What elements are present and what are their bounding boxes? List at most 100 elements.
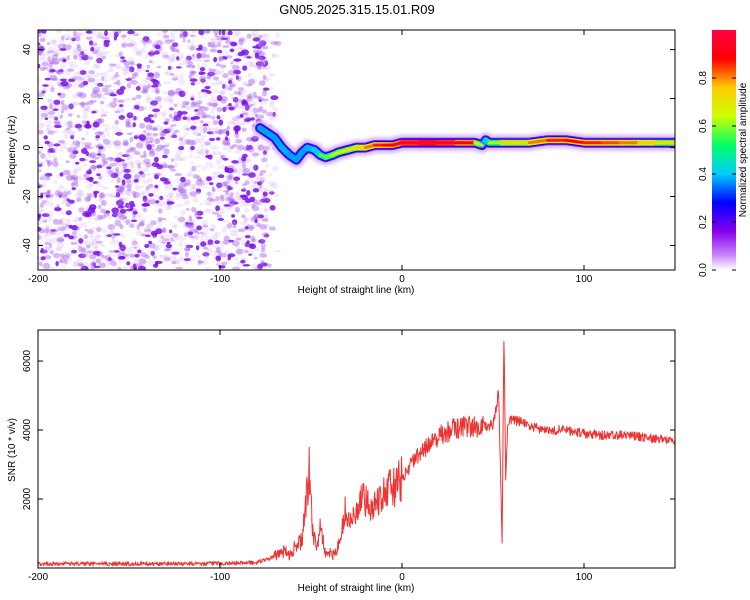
heatmap-noise-cell	[125, 208, 133, 212]
heatmap-noise-cell	[106, 69, 112, 73]
heatmap-noise-cell	[158, 137, 164, 142]
heatmap-noise-cell	[161, 162, 167, 169]
heatmap-noise-cell	[50, 39, 55, 44]
heatmap-noise-cell	[171, 65, 175, 71]
heatmap-noise-cell	[231, 72, 237, 78]
heatmap-noise-cell	[65, 128, 70, 134]
heatmap-noise-cell	[45, 194, 51, 198]
heatmap-noise-cell	[242, 183, 246, 187]
heatmap-noise-cell	[244, 243, 251, 248]
heatmap-noise-cell	[118, 115, 126, 120]
heatmap-noise-cell	[268, 173, 273, 177]
heatmap-noise-cell	[217, 49, 223, 54]
heatmap-noise-cell	[167, 127, 171, 133]
heatmap-noise-cell	[109, 156, 114, 162]
heatmap-noise-cell	[96, 57, 103, 64]
heatmap-noise-cell	[165, 255, 172, 260]
heatmap-noise-cell	[38, 226, 42, 232]
heatmap-noise-cell	[156, 124, 161, 128]
heatmap-noise-cell	[126, 149, 133, 153]
heatmap-noise-cell	[58, 219, 63, 225]
heatmap-noise-cell	[105, 103, 111, 108]
heatmap-noise-cell	[38, 32, 42, 37]
heatmap-noise-cell	[79, 32, 86, 36]
heatmap-noise-cell	[63, 233, 71, 238]
heatmap-noise-cell	[52, 43, 59, 47]
heatmap-noise-cell	[65, 106, 69, 113]
heatmap-noise-cell	[87, 229, 94, 235]
heatmap-noise-cell	[42, 219, 48, 223]
heatmap-noise-cell	[133, 179, 139, 183]
heatmap-noise-cell	[212, 120, 219, 125]
heatmap-noise-cell	[253, 256, 258, 260]
heatmap-noise-cell	[54, 121, 62, 126]
heatmap-noise-cell	[163, 96, 171, 103]
heatmap-noise-cell	[133, 33, 140, 37]
heatmap-noise-cell	[181, 104, 187, 109]
heatmap-noise-cell	[83, 234, 89, 240]
heatmap-noise-cell	[67, 125, 73, 128]
heatmap-noise-cell	[215, 63, 221, 67]
heatmap-noise-cell	[263, 77, 267, 84]
heatmap-noise-cell	[79, 244, 83, 248]
heatmap-noise-cell	[88, 76, 95, 83]
heatmap-noise-cell	[212, 30, 221, 35]
heatmap-noise-cell	[271, 54, 280, 58]
heatmap-noise-cell	[209, 198, 216, 203]
heatmap-noise-cell	[218, 164, 227, 170]
heatmap-noise-cell	[198, 94, 203, 100]
heatmap-x-axis-label: Height of straight line (km)	[298, 285, 415, 296]
heatmap-noise-cell	[226, 140, 231, 147]
heatmap-noise-cell	[229, 83, 236, 88]
heatmap-noise-cell	[245, 115, 252, 119]
heatmap-noise-cell	[178, 90, 186, 98]
heatmap-noise-cell	[75, 76, 83, 81]
heatmap-noise-cell	[226, 130, 230, 137]
heatmap-noise-cell	[180, 55, 184, 59]
heatmap-noise-cell	[121, 197, 128, 203]
heatmap-noise-cell	[41, 89, 49, 92]
heatmap-noise-cell	[94, 131, 103, 136]
heatmap-noise-cell	[270, 113, 279, 119]
heatmap-noise-cell	[139, 144, 143, 150]
heatmap-noise-cell	[170, 46, 176, 52]
heatmap-noise-cell	[182, 223, 187, 228]
heatmap-noise-cell	[149, 123, 153, 130]
heatmap-noise-cell	[101, 123, 110, 127]
heatmap-noise-cell	[83, 60, 91, 66]
heatmap-noise-cell	[122, 163, 127, 170]
heatmap-noise-cell	[126, 132, 133, 136]
heatmap-noise-cell	[69, 150, 74, 155]
heatmap-noise-cell	[164, 204, 172, 211]
heatmap-noise-cell	[84, 144, 90, 149]
heatmap-noise-cell	[209, 241, 216, 246]
heatmap-noise-cell	[81, 143, 86, 148]
heatmap-noise-cell	[216, 95, 223, 102]
heatmap-noise-cell	[238, 98, 243, 104]
heatmap-noise-cell	[180, 140, 187, 146]
heatmap-noise-cell	[232, 226, 238, 229]
heatmap-noise-cell	[87, 207, 96, 214]
heatmap-noise-cell	[136, 166, 140, 170]
heatmap-noise-cell	[92, 257, 97, 264]
heatmap-noise-cell	[215, 247, 221, 254]
heatmap-noise-cell	[191, 233, 199, 241]
heatmap-noise-cell	[114, 54, 120, 58]
heatmap-noise-cell	[191, 54, 196, 61]
heatmap-noise-cell	[113, 74, 120, 78]
heatmap-noise-cell	[131, 117, 140, 121]
heatmap-noise-cell	[261, 157, 268, 163]
heatmap-noise-cell	[255, 143, 264, 150]
colorbar: 0.00.20.40.60.8 Normalized spectral ampl…	[698, 30, 749, 277]
heatmap-noise-cell	[162, 234, 171, 239]
heatmap-noise-cell	[211, 233, 218, 240]
heatmap-noise-cell	[146, 140, 153, 144]
heatmap-noise-cell	[39, 202, 45, 208]
heatmap-noise-cell	[223, 180, 229, 187]
heatmap-noise-cell	[51, 58, 60, 64]
heatmap-noise-cell	[164, 144, 170, 147]
heatmap-noise-cell	[68, 78, 76, 83]
heatmap-noise-cell	[171, 254, 177, 261]
heatmap-noise-cell	[259, 176, 267, 183]
heatmap-noise-cell	[38, 261, 43, 267]
